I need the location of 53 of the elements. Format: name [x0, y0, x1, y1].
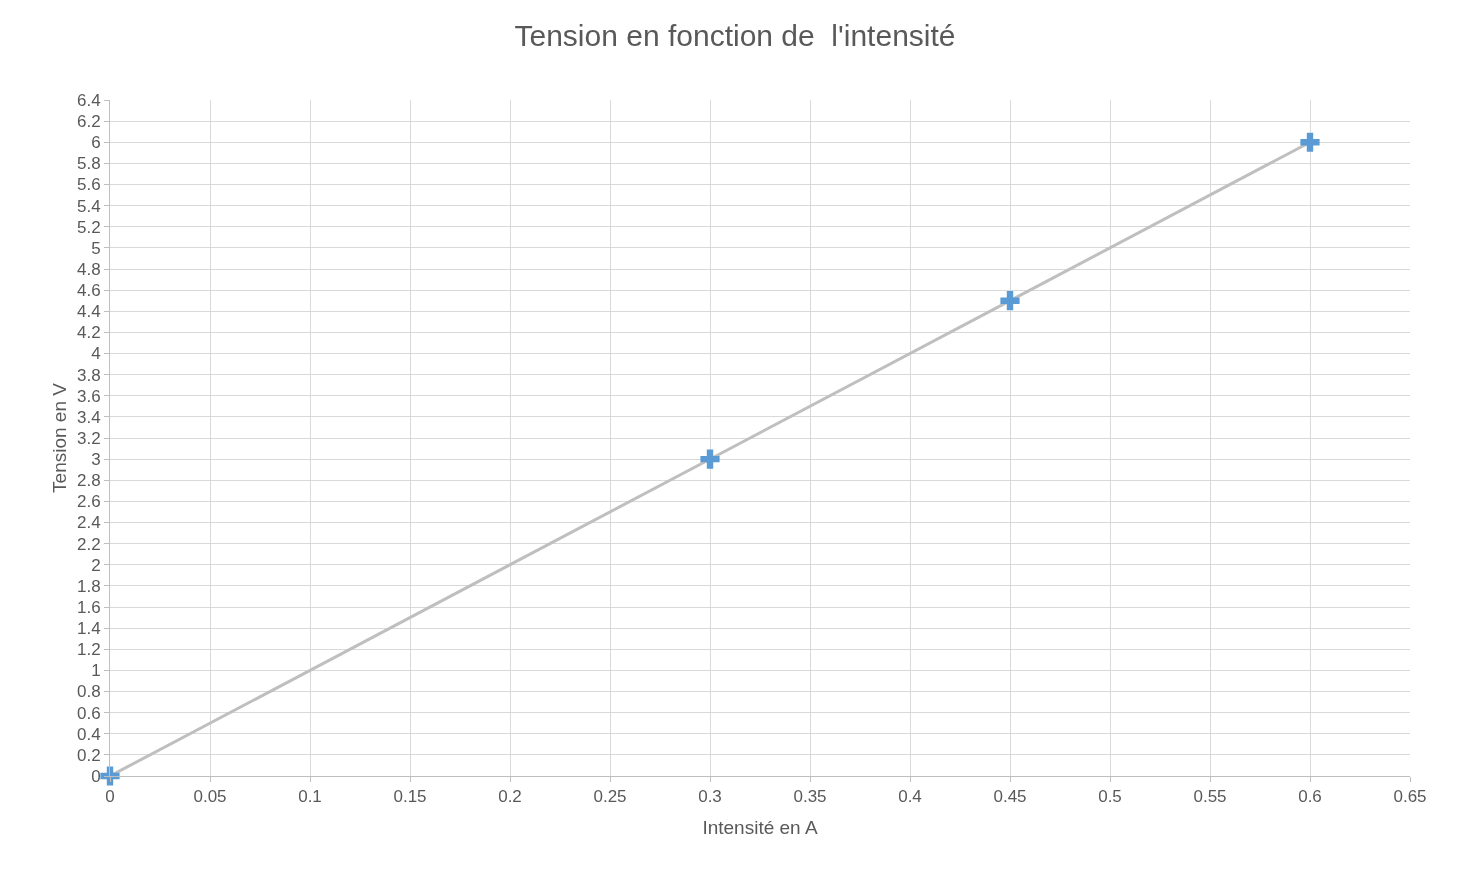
x-tick-label: 0.5: [1098, 787, 1122, 807]
y-tick-label: 6.2: [76, 112, 101, 132]
y-tick-label: 2.4: [76, 513, 101, 533]
x-tick-label: 0.6: [1298, 787, 1322, 807]
y-tick-label: 1.6: [76, 597, 101, 617]
x-tick-label: 0.35: [793, 787, 827, 807]
y-tick-label: 5.8: [76, 154, 101, 174]
y-tick-label: 0: [91, 766, 101, 786]
y-tick-label: 5.2: [76, 217, 101, 237]
point: [1000, 291, 1020, 311]
x-tick-label: 0.2: [498, 787, 522, 807]
y-tick-label: 3.8: [76, 365, 101, 385]
y-tick-label: 0.4: [76, 724, 101, 744]
y-tick-label: 0.8: [76, 682, 101, 702]
x-tick-label: 0.45: [993, 787, 1027, 807]
y-tick-label: 2.6: [76, 492, 101, 512]
y-axis-title: Tension en V: [48, 382, 70, 493]
y-tick-label: 1.4: [76, 619, 101, 639]
y-tick-label: 6.4: [76, 90, 101, 110]
y-tick-label: 3: [91, 450, 101, 470]
y-tick-label: 2.8: [76, 471, 101, 491]
y-tick-label: 3.2: [76, 428, 101, 448]
x-axis-title: Intensité en A: [702, 817, 818, 839]
y-tick-label: 2.2: [76, 534, 101, 554]
y-tick-label: 4.2: [76, 323, 101, 343]
y-tick-label: 1.8: [76, 576, 101, 596]
y-tick-label: 5.4: [76, 196, 101, 216]
chart-title: Tension en fonction de l'intensité: [514, 18, 956, 52]
x-tick-label: 0.55: [1193, 787, 1227, 807]
y-tick-label: 6: [91, 133, 101, 153]
y-tick-label: 4: [91, 344, 101, 364]
x-tick-label: 0.4: [898, 787, 922, 807]
x-tick-label: 0.1: [298, 787, 322, 807]
point: [700, 449, 720, 469]
y-tick-label: 5.6: [76, 175, 101, 195]
point: [1300, 132, 1320, 152]
y-tick-label: 3.6: [76, 386, 101, 406]
y-tick-label: 4.4: [76, 302, 101, 322]
y-tick-label: 4.6: [76, 281, 101, 301]
y-tick-label: 0.6: [76, 703, 101, 723]
y-tick-label: 4.8: [76, 259, 101, 279]
y-tick-label: 0.2: [76, 745, 101, 765]
y-tick-label: 3.4: [76, 407, 101, 427]
x-tick-label: 0.25: [593, 787, 627, 807]
y-tick-label: 5: [91, 238, 101, 258]
x-tick-label: 0.3: [698, 787, 722, 807]
y-tick-label: 1.2: [76, 640, 101, 660]
y-tick-label: 2: [91, 555, 101, 575]
x-tick-label: 0: [105, 787, 115, 807]
x-tick-label: 0.15: [393, 787, 427, 807]
x-tick-label: 0.05: [193, 787, 227, 807]
y-tick-label: 1: [91, 661, 101, 681]
x-tick-label: 0.65: [1393, 787, 1427, 807]
